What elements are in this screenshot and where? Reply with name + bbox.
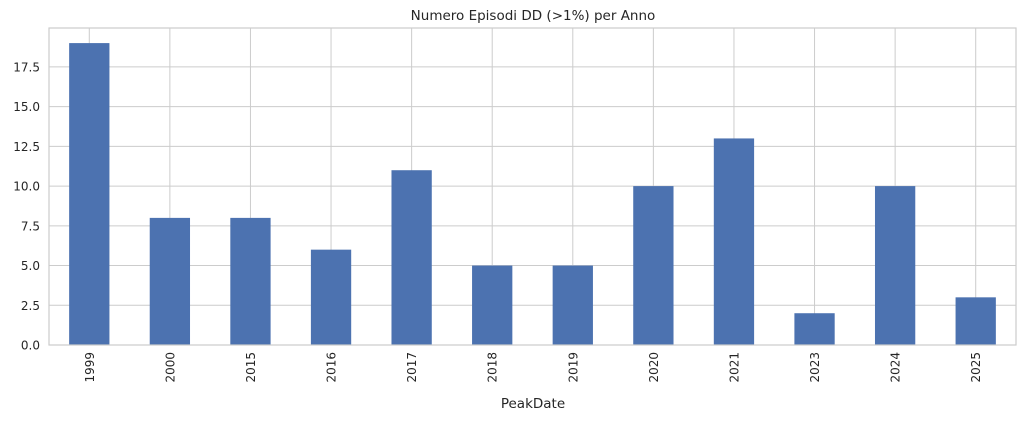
bar-2017 bbox=[391, 170, 432, 345]
y-tick-label: 15.0 bbox=[13, 100, 40, 114]
bar-2000 bbox=[149, 217, 191, 345]
x-tick-labels: 1999 2000 2015 2016 2017 2018 2019 2020 2021 2023… bbox=[83, 352, 983, 383]
y-tick-label: 10.0 bbox=[13, 180, 40, 194]
x-tick-label: 2000 bbox=[163, 352, 177, 383]
y-tick-label: 0.0 bbox=[21, 339, 40, 353]
bar-2020 bbox=[633, 186, 674, 345]
bar-2021 bbox=[713, 138, 755, 345]
x-tick-label: 2020 bbox=[647, 352, 661, 383]
bar-2025 bbox=[955, 297, 996, 345]
x-tick-label: 2015 bbox=[244, 352, 258, 383]
bar-1999 bbox=[69, 43, 110, 345]
x-tick-label: 2016 bbox=[325, 352, 339, 383]
x-tick-label: 2024 bbox=[889, 352, 903, 383]
y-tick-label: 12.5 bbox=[13, 140, 40, 154]
chart-title: Numero Episodi DD (>1%) per Anno bbox=[411, 8, 656, 24]
x-tick-label: 2018 bbox=[486, 352, 500, 383]
y-tick-label: 7.5 bbox=[21, 219, 40, 233]
x-tick-label: 1999 bbox=[83, 352, 97, 383]
bar-2024 bbox=[874, 186, 916, 345]
x-tick-label: 2017 bbox=[405, 352, 419, 383]
y-tick-labels: 0.0 2.5 5.0 7.5 10.0 12.5 15.0 17.5 bbox=[13, 60, 40, 352]
bar-2018 bbox=[472, 265, 513, 345]
x-axis-label: PeakDate bbox=[501, 396, 565, 412]
y-tick-label: 5.0 bbox=[21, 259, 40, 273]
bar-2023 bbox=[794, 313, 835, 345]
plot-frame bbox=[48, 27, 1017, 346]
y-tick-label: 17.5 bbox=[13, 60, 40, 74]
x-tick-label: 2021 bbox=[727, 352, 741, 383]
bar-2015 bbox=[230, 217, 271, 345]
x-tick-label: 2019 bbox=[566, 352, 580, 383]
bar-layer bbox=[69, 43, 996, 345]
grid-layer bbox=[49, 28, 1016, 346]
bar-2016 bbox=[310, 249, 352, 345]
x-tick-label: 2025 bbox=[969, 352, 983, 383]
y-tick-label: 2.5 bbox=[21, 299, 40, 313]
bar-2019 bbox=[552, 265, 593, 345]
x-tick-label: 2023 bbox=[808, 352, 822, 383]
